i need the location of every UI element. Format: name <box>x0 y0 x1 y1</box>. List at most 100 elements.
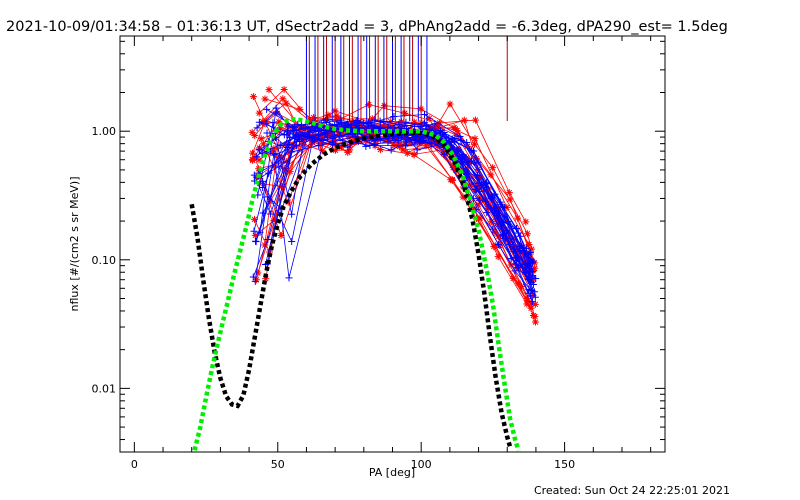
y-axis-label: nflux [#/(cm2 s sr MeV)] <box>68 177 81 312</box>
observed-point <box>471 116 479 124</box>
observed-point <box>527 304 535 312</box>
x-tick-label: 150 <box>554 458 575 471</box>
observed-point <box>449 176 457 184</box>
observed-point <box>255 145 263 153</box>
observed-point <box>270 145 278 153</box>
y-tick-label: 1.00 <box>92 125 117 138</box>
observed-point <box>527 292 535 300</box>
observed-point <box>531 312 539 320</box>
observed-point <box>471 135 479 143</box>
observed-point <box>522 244 530 252</box>
observed-point <box>489 225 497 233</box>
observed-point <box>267 210 275 218</box>
observed-point <box>315 141 323 149</box>
observed-point <box>500 203 508 211</box>
observed-curve <box>259 120 531 280</box>
observed-point <box>474 172 482 180</box>
observed-point <box>293 142 301 150</box>
observed-point <box>489 164 497 172</box>
observed-point <box>530 288 538 296</box>
observed-point <box>475 184 483 192</box>
observed-point <box>282 99 290 107</box>
observed-point <box>525 241 533 249</box>
observed-point <box>431 120 439 128</box>
observed-point <box>281 165 289 173</box>
observed-point <box>402 118 410 126</box>
observed-point <box>252 173 260 181</box>
observed-point <box>262 120 270 128</box>
observed-point <box>275 118 283 126</box>
observed-point <box>288 210 296 218</box>
observed-point <box>457 137 465 145</box>
observed-point <box>376 117 384 125</box>
observed-point <box>475 173 483 181</box>
observed-point <box>296 105 304 113</box>
observed-point <box>403 149 411 157</box>
observed-point <box>262 275 270 283</box>
observed-point <box>349 119 357 127</box>
observed-point <box>476 214 484 222</box>
observed-point <box>521 249 529 257</box>
observed-point <box>523 297 531 305</box>
observed-point <box>319 133 327 141</box>
observed-point <box>467 181 475 189</box>
observed-point <box>453 147 461 155</box>
observed-point <box>354 116 362 124</box>
observed-point <box>269 119 277 127</box>
observed-point <box>531 293 539 301</box>
observed-point <box>531 300 539 308</box>
observed-point <box>514 229 522 237</box>
observed-point <box>483 209 491 217</box>
observed-point <box>265 248 273 256</box>
observed-point <box>259 209 267 217</box>
observed-point <box>253 153 261 161</box>
observed-point <box>390 136 398 144</box>
observed-point <box>385 135 393 143</box>
observed-point <box>251 277 259 285</box>
observed-point <box>440 151 448 159</box>
observed-point <box>516 243 524 251</box>
observed-point <box>529 257 537 265</box>
observed-point <box>410 151 418 159</box>
observed-point <box>422 142 430 150</box>
observed-point <box>478 196 486 204</box>
observed-point <box>521 261 529 269</box>
observed-point <box>528 245 536 253</box>
x-tick-label: 0 <box>131 458 138 471</box>
observed-point <box>275 163 283 171</box>
observed-point <box>266 198 274 206</box>
observed-point <box>453 126 461 134</box>
observed-point <box>464 142 472 150</box>
observed-point <box>265 169 273 177</box>
observed-point <box>344 148 352 156</box>
observed-point <box>270 217 278 225</box>
y-tick-label: 0.01 <box>92 382 117 395</box>
observed-point <box>474 201 482 209</box>
observed-point <box>277 232 285 240</box>
observed-point <box>471 140 479 148</box>
observed-point <box>315 130 323 138</box>
observed-point <box>264 236 272 244</box>
observed-point <box>425 115 433 123</box>
observed-point <box>527 300 535 308</box>
observed-point <box>392 134 400 142</box>
observed-point <box>255 118 263 126</box>
observed-point <box>271 151 279 159</box>
created-footer: Created: Sun Oct 24 22:25:01 2021 <box>534 484 730 497</box>
observed-point <box>468 157 476 165</box>
observed-point <box>514 279 522 287</box>
observed-point <box>434 121 442 129</box>
observed-point <box>288 237 296 245</box>
observed-point <box>401 121 409 129</box>
observed-point <box>250 227 258 235</box>
observed-point <box>410 118 418 126</box>
observed-point <box>488 195 496 203</box>
observed-point <box>310 114 318 122</box>
observed-point <box>425 134 433 142</box>
observed-curve <box>253 133 529 294</box>
observed-point <box>285 149 293 157</box>
observed-point <box>528 298 536 306</box>
observed-point <box>495 232 503 240</box>
observed-point <box>505 241 513 249</box>
